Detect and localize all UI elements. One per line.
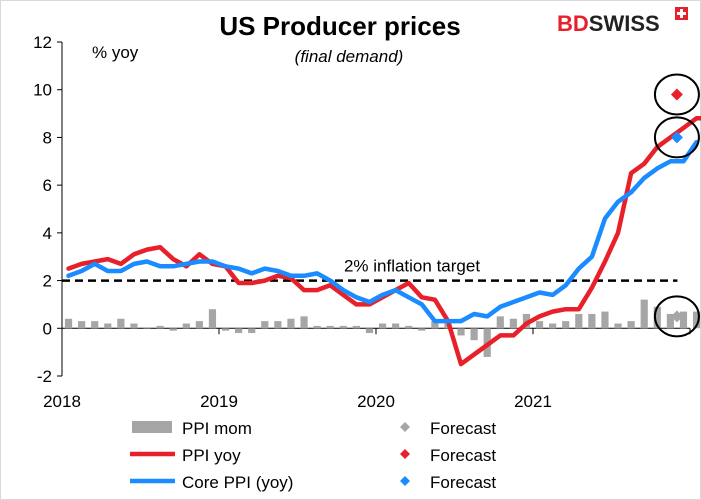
bar-ppi-mom <box>91 321 99 329</box>
x-tick-label: 2018 <box>43 392 81 411</box>
bar-ppi-mom <box>117 318 125 329</box>
bar-ppi-mom <box>509 318 517 329</box>
forecast-circle-ppi-yoy <box>653 73 700 116</box>
bar-ppi-mom <box>78 321 86 329</box>
bar-ppi-mom <box>627 321 635 329</box>
bar-ppi-mom <box>313 325 321 329</box>
bar-ppi-mom <box>169 328 177 331</box>
bar-ppi-mom <box>666 313 674 329</box>
legend-forecast-label-core-ppi-yoy: Forecast <box>430 473 496 492</box>
brand-text-swiss: SWISS <box>589 11 660 36</box>
forecast-marker-core-ppi-yoy <box>670 131 683 144</box>
bar-ppi-mom <box>104 323 112 329</box>
bar-ppi-mom <box>339 325 347 329</box>
bar-ppi-mom <box>378 323 387 329</box>
bar-ppi-mom <box>653 306 661 329</box>
forecast-circle-core-ppi-yoy <box>653 116 700 159</box>
bar-ppi-mom <box>64 318 73 329</box>
y-tick-label: -2 <box>37 367 52 386</box>
chart-title: US Producer prices <box>219 11 460 41</box>
brand-text-bd: BD <box>557 11 589 36</box>
bar-ppi-mom <box>457 328 465 336</box>
bar-ppi-mom <box>300 316 308 329</box>
chart-subtitle: (final demand) <box>295 47 404 66</box>
legend-label-core-ppi-yoy: Core PPI (yoy) <box>182 473 293 492</box>
bar-ppi-mom <box>496 316 504 329</box>
svg-text:BDSWISS: BDSWISS <box>557 11 660 36</box>
forecast-circle-ppi-mom <box>653 295 700 338</box>
bar-ppi-mom <box>392 323 400 329</box>
bar-ppi-mom <box>640 299 648 329</box>
bar-ppi-mom <box>195 321 203 329</box>
brand-logo: BDSWISS <box>557 7 688 36</box>
y-tick-label: 2 <box>43 272 52 291</box>
legend-forecast-marker-core-ppi-yoy <box>400 476 410 486</box>
bar-ppi-mom <box>614 323 622 329</box>
legend-forecast-marker-ppi-mom <box>400 422 410 432</box>
bar-ppi-mom <box>156 325 164 329</box>
legend-label-ppi-yoy: PPI yoy <box>182 446 241 465</box>
y-tick-label: 0 <box>43 319 52 338</box>
bar-ppi-mom <box>130 323 138 329</box>
bar-ppi-mom <box>326 325 334 329</box>
y-tick-label: 6 <box>43 176 52 195</box>
legend-forecast-label-ppi-mom: Forecast <box>430 419 496 438</box>
legend-label-ppi-mom: PPI mom <box>182 419 252 438</box>
bar-ppi-mom <box>601 311 609 329</box>
bar-ppi-mom <box>221 328 230 331</box>
x-tick-label: 2020 <box>357 392 395 411</box>
bar-ppi-mom <box>418 328 426 331</box>
y-tick-label: 4 <box>43 224 52 243</box>
bar-ppi-mom <box>470 328 478 341</box>
swiss-flag-icon <box>675 7 688 20</box>
bar-ppi-mom <box>588 313 596 329</box>
forecast-marker-ppi-yoy <box>670 88 683 101</box>
bar-ppi-mom <box>287 318 295 329</box>
bar-ppi-mom <box>235 328 243 334</box>
y-tick-label: 8 <box>43 128 52 147</box>
line-core-ppi-yoy <box>66 139 699 324</box>
legend-forecast-marker-ppi-yoy <box>400 449 410 459</box>
bar-ppi-mom <box>143 328 151 329</box>
bar-ppi-mom <box>431 321 439 329</box>
bar-ppi-mom <box>692 311 701 329</box>
bar-ppi-mom <box>549 323 557 329</box>
bar-ppi-mom <box>182 323 190 329</box>
bar-ppi-mom <box>365 328 374 334</box>
bar-ppi-mom <box>261 321 269 329</box>
y-tick-label: 12 <box>33 33 52 52</box>
x-tick-label: 2021 <box>514 392 552 411</box>
bar-ppi-mom <box>248 328 256 334</box>
bar-ppi-mom <box>575 313 583 329</box>
legend: PPI mom Forecast PPI yoy Forecast Core PPI (… <box>130 419 496 492</box>
bar-ppi-mom <box>679 311 688 329</box>
bar-ppi-mom <box>405 325 413 329</box>
bar-ppi-mom <box>352 325 360 329</box>
target-label: 2% inflation target <box>344 257 480 276</box>
y-axis-label: % yoy <box>92 43 139 62</box>
bar-ppi-mom <box>535 321 544 329</box>
bar-ppi-mom <box>274 321 282 329</box>
bar-ppi-mom <box>562 321 570 329</box>
legend-swatch-ppi-mom <box>132 421 172 433</box>
legend-forecast-label-ppi-yoy: Forecast <box>430 446 496 465</box>
forecast-marker-ppi-mom <box>670 310 683 323</box>
y-tick-label: 10 <box>33 81 52 100</box>
x-tick-label: 2019 <box>200 392 238 411</box>
bar-ppi-mom <box>208 309 217 329</box>
